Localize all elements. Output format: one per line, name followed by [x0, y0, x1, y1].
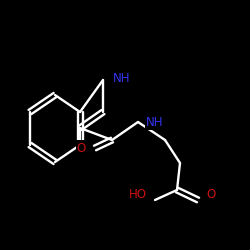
Text: O: O: [206, 188, 215, 202]
Text: NH: NH: [113, 72, 130, 85]
Text: HO: HO: [129, 188, 147, 202]
Text: NH: NH: [146, 116, 164, 128]
Text: O: O: [77, 142, 86, 154]
